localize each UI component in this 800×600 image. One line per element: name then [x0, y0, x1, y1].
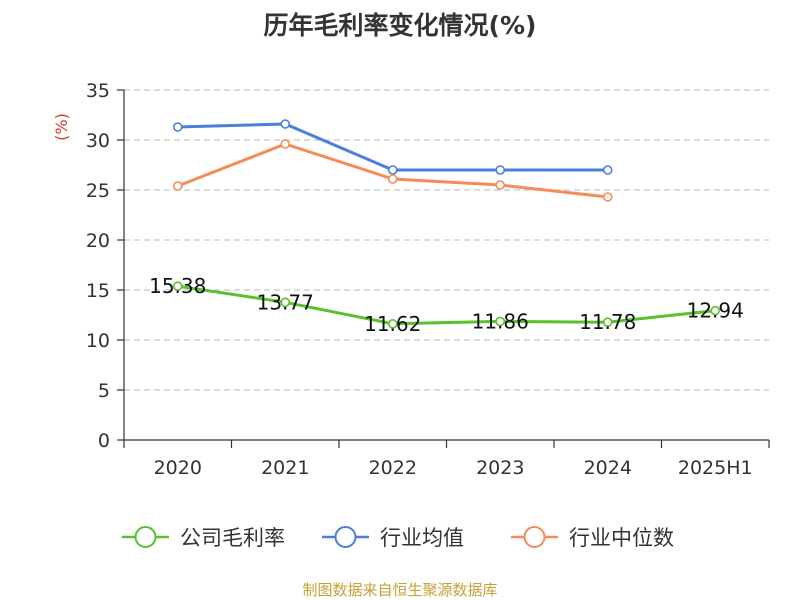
data-point	[387, 318, 398, 329]
data-point	[602, 165, 613, 175]
data-point	[602, 192, 613, 202]
y-tick-label: 0	[98, 430, 110, 452]
series-line	[177, 284, 716, 326]
legend-label: 行业中位数	[569, 526, 674, 550]
data-label: 11.78	[579, 310, 636, 334]
data-point	[172, 122, 183, 132]
data-labels: 15.38 13.77 11.62 11.86 11.78 12.94	[149, 274, 744, 336]
data-label: 12.94	[687, 299, 744, 323]
series-line	[177, 122, 608, 172]
data-point	[172, 281, 183, 292]
x-tick-label: 2025H1	[678, 457, 753, 479]
data-point	[280, 119, 291, 129]
legend-label: 行业均值	[380, 526, 464, 550]
y-axis-label: (%)	[52, 113, 71, 141]
legend-label: 公司毛利率	[180, 526, 285, 550]
y-tick-label: 10	[86, 330, 110, 352]
data-label: 11.62	[364, 312, 421, 336]
x-tick-label: 2024	[584, 457, 632, 479]
data-point	[495, 180, 506, 190]
legend-marker	[134, 526, 157, 548]
y-tick-label: 20	[86, 230, 110, 252]
x-tick-label: 2022	[369, 457, 417, 479]
data-point	[387, 165, 398, 175]
legend-marker	[334, 526, 357, 548]
legend: 公司毛利率 行业均值 行业中位数	[122, 526, 674, 550]
data-point	[172, 181, 183, 191]
data-point	[280, 139, 291, 149]
chart-title: 历年毛利率变化情况(%)	[263, 11, 537, 40]
y-tick-label: 25	[86, 180, 110, 202]
x-tick-label: 2023	[476, 457, 524, 479]
axes: 0 5 10 15 20 25 30 35 2020 2021 2022 2023 2024 2025H1	[86, 80, 770, 479]
y-tick-label: 15	[86, 280, 110, 302]
series-lines	[172, 119, 721, 329]
data-point	[602, 317, 613, 328]
y-tick-label: 35	[86, 80, 110, 102]
y-tick-label: 30	[86, 130, 110, 152]
y-tick-label: 5	[98, 380, 110, 402]
data-label: 11.86	[472, 309, 529, 333]
source-note: 制图数据来自恒生聚源数据库	[302, 581, 498, 599]
data-label: 15.38	[149, 274, 206, 298]
data-point	[495, 165, 506, 175]
data-point	[710, 305, 721, 316]
data-point	[280, 297, 291, 308]
data-label: 13.77	[257, 290, 314, 314]
data-point	[387, 174, 398, 184]
grid-lines	[124, 89, 769, 391]
data-point	[495, 316, 506, 327]
legend-marker	[523, 526, 546, 548]
x-tick-label: 2020	[154, 457, 202, 479]
x-tick-label: 2021	[261, 457, 309, 479]
